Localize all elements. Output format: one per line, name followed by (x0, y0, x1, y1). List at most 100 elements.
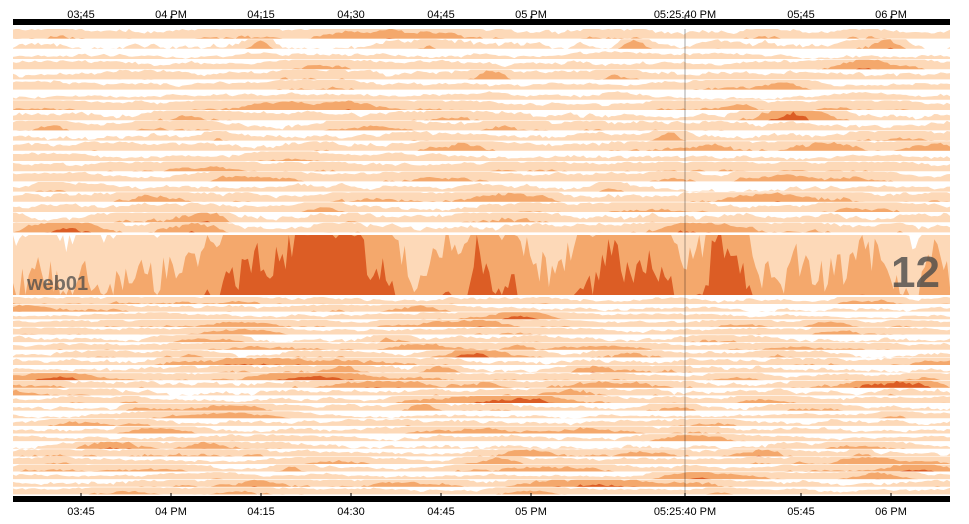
horizon-row-focus[interactable] (13, 235, 950, 295)
horizon-row[interactable] (13, 131, 950, 141)
horizon-row[interactable] (13, 110, 950, 121)
horizon-row[interactable] (13, 39, 950, 49)
horizon-row[interactable] (13, 212, 950, 223)
horizon-row[interactable] (13, 342, 950, 350)
horizon-band-2 (13, 222, 950, 233)
horizon-row[interactable] (13, 304, 950, 312)
horizon-rows[interactable] (13, 29, 950, 495)
horizon-row[interactable] (13, 472, 950, 480)
horizon-row[interactable] (13, 327, 950, 335)
horizon-band-2 (13, 212, 950, 223)
horizon-band-1 (13, 161, 950, 172)
top-tick-label: 04:15 (247, 9, 275, 21)
horizon-row[interactable] (13, 403, 950, 411)
horizon-band-2 (13, 299, 950, 305)
bottom-tick-label: 05:25:40 PM (654, 506, 716, 518)
horizon-row[interactable] (13, 51, 950, 59)
horizon-row[interactable] (13, 373, 950, 381)
horizon-row[interactable] (13, 141, 950, 151)
horizon-band-1 (13, 131, 950, 141)
horizon-band-1 (13, 100, 950, 110)
horizon-row[interactable] (13, 357, 950, 365)
top-time-axis: 03:45 04 PM 04:15 04:30 04:45 05 PM 05:25:40 P… (13, 9, 950, 25)
horizon-row[interactable] (13, 151, 950, 161)
horizon-band-2 (13, 166, 950, 172)
horizon-row[interactable] (13, 388, 950, 396)
horizon-row[interactable] (13, 100, 950, 110)
horizon-row[interactable] (13, 29, 950, 39)
horizon-row[interactable] (13, 312, 950, 320)
horizon-row[interactable] (13, 171, 950, 182)
horizon-band-2 (13, 396, 950, 404)
horizon-row[interactable] (13, 91, 950, 100)
horizon-row[interactable] (13, 182, 950, 192)
horizon-row[interactable] (13, 479, 950, 487)
horizon-band-2 (13, 192, 950, 202)
horizon-band-2 (13, 59, 950, 70)
horizon-band-2 (13, 82, 950, 90)
horizon-row[interactable] (13, 426, 950, 434)
horizon-band-2 (13, 479, 950, 487)
horizon-band-2 (13, 337, 950, 343)
horizon-band-2 (13, 70, 950, 80)
horizon-row[interactable] (13, 297, 950, 305)
horizon-band-2 (13, 403, 950, 411)
horizon-band-1 (13, 91, 950, 100)
horizon-band-2 (13, 174, 950, 182)
horizon-row[interactable] (13, 59, 950, 70)
bottom-tick-label: 03:45 (67, 506, 95, 518)
horizon-row[interactable] (13, 365, 950, 373)
horizon-band-2 (13, 141, 950, 151)
horizon-row[interactable] (13, 456, 950, 464)
horizon-band-1 (13, 80, 950, 90)
horizon-band-2 (13, 357, 950, 365)
horizon-row[interactable] (13, 69, 950, 80)
horizon-row[interactable] (13, 449, 950, 457)
horizon-band-3 (13, 447, 950, 449)
top-tick-label: 05 PM (515, 9, 547, 21)
horizon-band-2 (13, 472, 950, 480)
horizon-band-2 (13, 441, 950, 449)
horizon-band-3 (13, 235, 950, 295)
horizon-band-2 (13, 427, 950, 434)
horizon-row[interactable] (13, 487, 950, 495)
horizon-row[interactable] (13, 434, 950, 442)
horizon-band-1 (13, 29, 950, 39)
horizon-row[interactable] (13, 380, 950, 388)
horizon-row[interactable] (13, 411, 950, 419)
horizon-band-1 (13, 357, 950, 365)
horizon-row[interactable] (13, 192, 950, 202)
horizon-row[interactable] (13, 335, 950, 343)
horizon-band-2 (13, 328, 950, 335)
top-tick-label: 04:30 (337, 9, 365, 21)
horizon-band-1 (13, 472, 950, 480)
focus-row-name: web01 (26, 273, 88, 295)
horizon-band-1 (13, 327, 950, 335)
horizon-band-1 (13, 202, 950, 212)
horizon-band-1 (13, 373, 950, 381)
horizon-row[interactable] (13, 418, 950, 426)
top-tick-label: 05:45 (787, 9, 815, 21)
horizon-band-2 (13, 421, 950, 426)
horizon-row[interactable] (13, 120, 950, 131)
horizon-band-1 (13, 456, 950, 464)
horizon-row[interactable] (13, 222, 950, 233)
horizon-band-2 (13, 319, 950, 327)
horizon-band-1 (13, 39, 950, 49)
horizon-band-2 (13, 449, 950, 457)
horizon-row[interactable] (13, 202, 950, 212)
horizon-band-1 (13, 464, 950, 472)
bottom-tick-label: 05 PM (515, 506, 547, 518)
horizon-row[interactable] (13, 464, 950, 472)
top-tick-label: 03:45 (67, 9, 95, 21)
horizon-row[interactable] (13, 80, 950, 90)
horizon-row[interactable] (13, 161, 950, 172)
horizon-band-3 (13, 326, 950, 327)
horizon-row[interactable] (13, 396, 950, 404)
horizon-row[interactable] (13, 319, 950, 327)
bottom-time-axis: 03:45 04 PM 04:15 04:30 04:45 05 PM 05:25:40 P… (13, 493, 950, 518)
horizon-row[interactable] (13, 441, 950, 449)
horizon-band-1 (13, 434, 950, 442)
horizon-band-2 (13, 100, 950, 110)
horizon-row[interactable] (13, 350, 950, 358)
